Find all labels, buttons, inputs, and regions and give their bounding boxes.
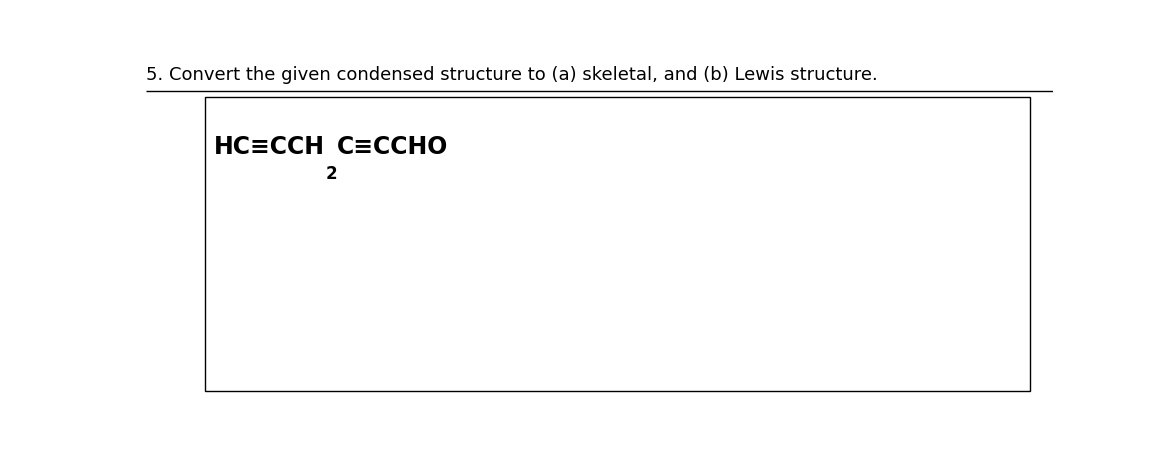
Text: 5. Convert the given condensed structure to (a) skeletal, and (b) Lewis structur: 5. Convert the given condensed structure… bbox=[146, 66, 878, 84]
Text: HC≡CCH: HC≡CCH bbox=[214, 135, 325, 159]
Text: C≡CCHO: C≡CCHO bbox=[337, 135, 448, 159]
FancyBboxPatch shape bbox=[205, 97, 1031, 391]
Text: 2: 2 bbox=[325, 165, 337, 183]
